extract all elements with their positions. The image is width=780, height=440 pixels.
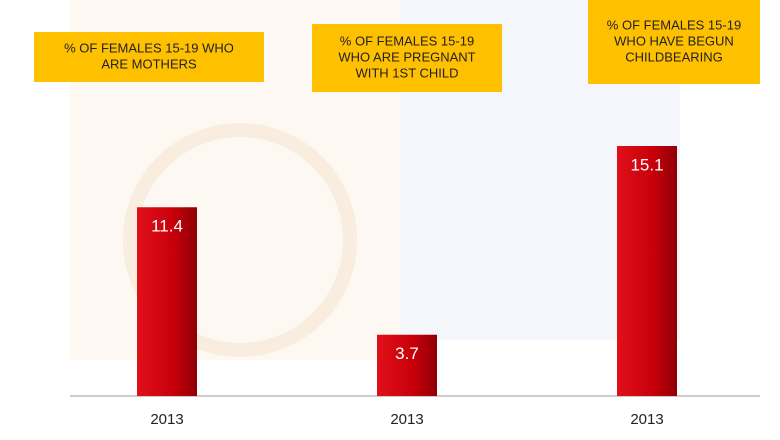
value-label: 15.1	[630, 155, 663, 174]
annotation-box	[312, 24, 502, 92]
annotation-text: % OF FEMALES 15-19	[607, 17, 741, 32]
annotation-box	[34, 32, 264, 82]
annotation-text: CHILDBEARING	[625, 49, 723, 64]
bar	[617, 146, 677, 396]
annotation-box	[588, 0, 760, 84]
value-label: 3.7	[395, 344, 419, 363]
value-label: 11.4	[151, 217, 183, 236]
bar	[137, 207, 197, 396]
x-tick-label: 2013	[390, 411, 423, 428]
x-tick-label: 2013	[630, 411, 663, 428]
annotation-text: WHO ARE PREGNANT	[338, 49, 475, 64]
annotation-text: ARE MOTHERS	[101, 56, 197, 71]
annotation-text: % OF FEMALES 15-19	[340, 33, 474, 48]
annotation-text: WITH 1ST CHILD	[355, 65, 458, 80]
annotation-text: WHO HAVE BEGUN	[614, 33, 734, 48]
x-tick-label: 2013	[150, 411, 183, 428]
annotation-text: % OF FEMALES 15-19 WHO	[64, 40, 234, 55]
bar	[377, 334, 437, 396]
